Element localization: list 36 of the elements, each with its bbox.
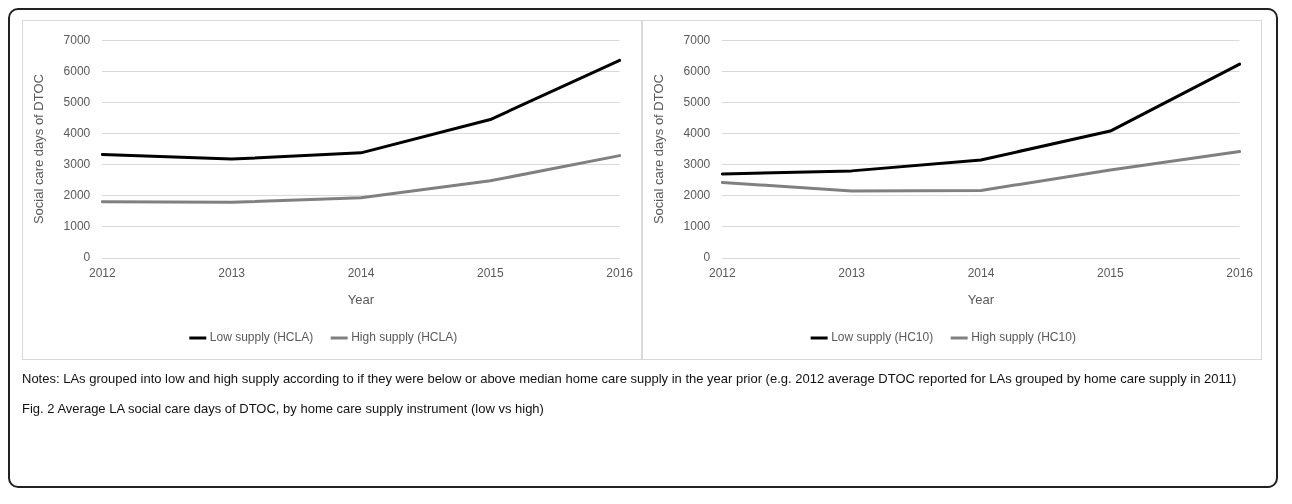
y-tick-label: 4000 [683,125,711,140]
text: Notes: LAs grouped into low and high supply according to if they were below or above median home care supply in the year prior (e.g. 2012 average DTOC reported for LAs grouped by home care supply in 2011) [22,370,1238,388]
y-tick-label: 5000 [683,94,711,109]
x-tick-label: 2012 [88,265,116,280]
y-tick-label: 3000 [63,156,91,171]
y-tick-label: 0 [703,250,711,265]
y-tick-label: 7000 [63,32,91,47]
y-tick-label: 3000 [683,156,711,171]
x-axis-title: Year [967,291,995,307]
x-tick-label: 2016 [1226,265,1254,280]
y-axis-title: Social care days of DTOC [31,74,47,225]
y-tick-label: 0 [83,250,91,265]
legend-label: Low supply (HCLA) [209,330,314,345]
x-tick-label: 2015 [476,265,504,280]
y-tick-label: 2000 [683,188,711,203]
y-tick-label: 6000 [63,63,91,78]
y-tick-label: 6000 [683,63,711,78]
y-tick-label: 1000 [63,219,91,234]
x-tick-label: 2014 [347,265,375,280]
x-tick-label: 2016 [606,265,634,280]
legend-label: High supply (HCLA) [351,330,458,345]
x-tick-label: 2014 [967,265,995,280]
y-tick-label: 1000 [683,219,711,234]
legend-label: High supply (HC10) [971,330,1076,345]
x-tick-label: 2015 [1096,265,1124,280]
x-axis-title: Year [347,291,375,307]
y-tick-label: 2000 [63,188,91,203]
y-tick-label: 4000 [63,125,91,140]
x-tick-label: 2013 [838,265,866,280]
x-tick-label: 2012 [708,265,736,280]
legend-label: Low supply (HC10) [831,330,934,345]
caption: Fig. 2 Average LA social care days of DTOC, by home care supply instrument (low vs high) [22,400,545,418]
y-tick-label: 7000 [683,32,711,47]
y-tick-label: 5000 [63,94,91,109]
y-axis-title: Social care days of DTOC [651,74,667,225]
x-tick-label: 2013 [218,265,246,280]
